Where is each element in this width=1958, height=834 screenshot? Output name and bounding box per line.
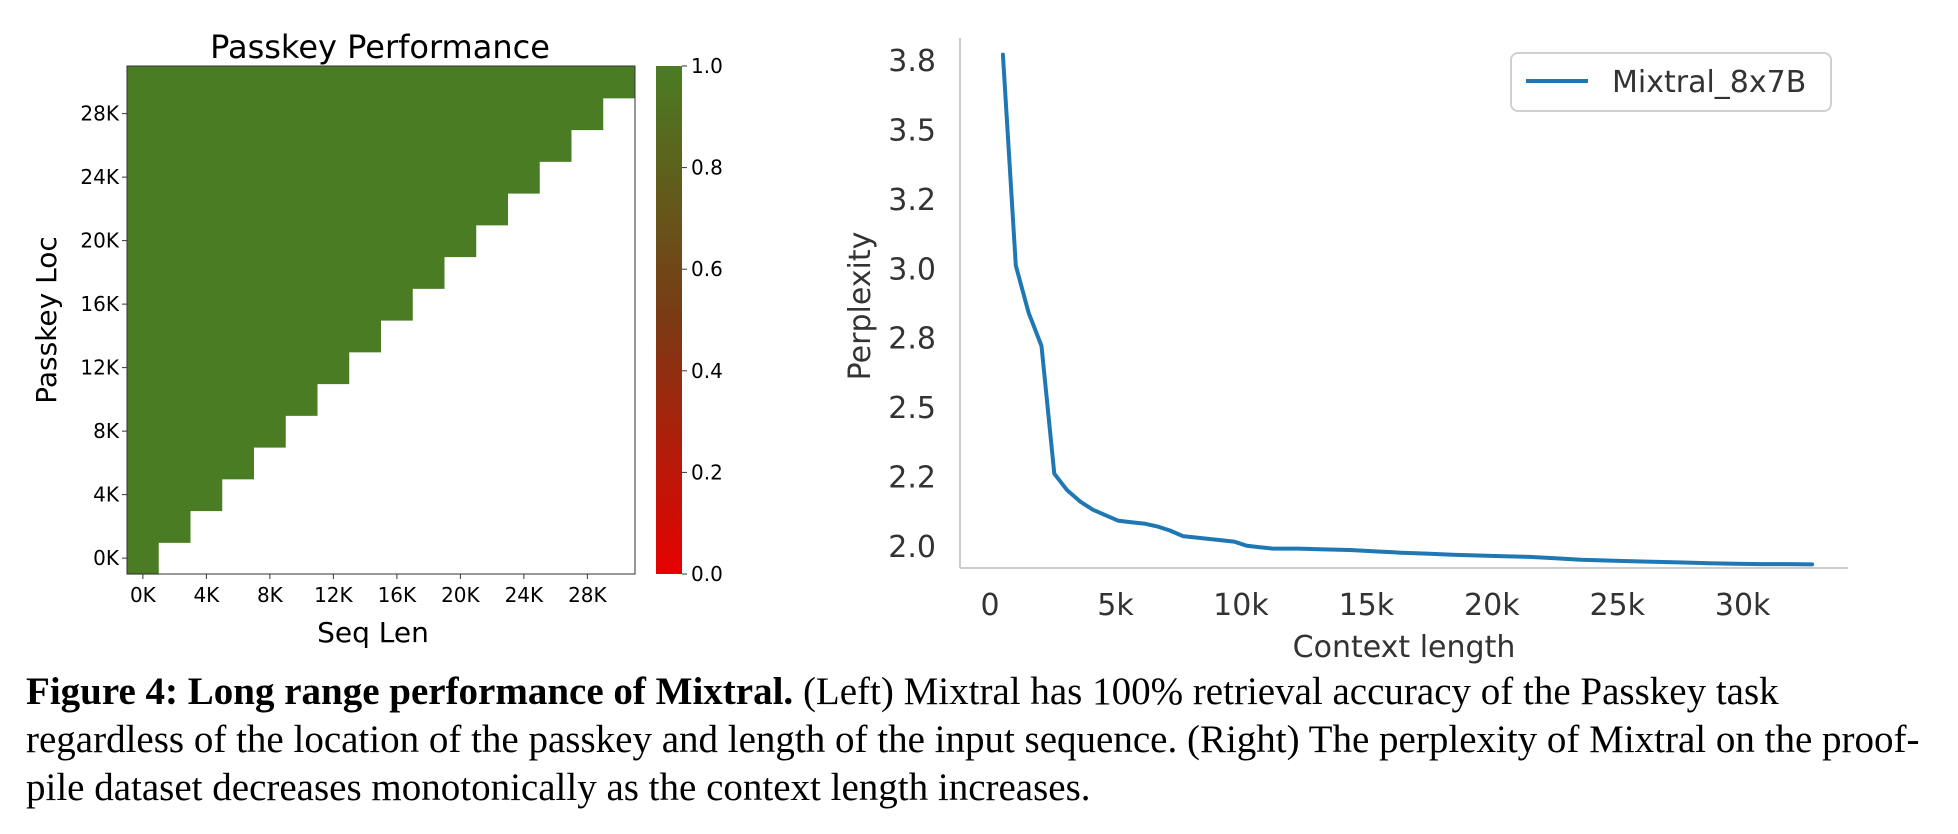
line-x-tick-label: 25k xyxy=(1589,588,1645,623)
heatmap-cell-row-4 xyxy=(127,415,286,448)
heatmap-cell-row-0 xyxy=(127,542,159,575)
legend-box xyxy=(1510,52,1832,112)
heatmap-cell-row-3 xyxy=(127,447,254,480)
heatmap-cell-row-6 xyxy=(127,351,350,385)
heatmap-y-tick-label: 24K xyxy=(80,165,119,189)
line-y-axis-label: Perplexity xyxy=(843,232,878,381)
caption-label: Figure 4: Long range performance of Mixt… xyxy=(26,670,794,713)
line-y-tick-label: 3.8 xyxy=(888,44,936,79)
heatmap-y-tick-label: 8K xyxy=(93,419,120,443)
line-y-ticks: 2.0 2.2 2.5 2.8 3.0 3.2 3.5 3.8 xyxy=(888,44,936,565)
line-y-tick-label: 3.5 xyxy=(888,114,936,149)
caption-text: (Left) Mixtral has 100% retrieval accura… xyxy=(26,670,1920,809)
heatmap-cell-row-13 xyxy=(127,129,572,162)
colorbar-tick-label: 0.4 xyxy=(691,359,723,383)
heatmap-x-tick-label: 28K xyxy=(568,583,607,607)
heatmap-cell-row-2 xyxy=(127,478,223,512)
series-line-mixtral xyxy=(1000,52,1815,567)
colorbar: 0.0 0.2 0.4 0.6 0.8 1.0 xyxy=(656,54,723,586)
heatmap-y-tick-label: 28K xyxy=(80,102,119,126)
heatmap-cell-row-9 xyxy=(127,256,445,289)
heatmap-x-tick-label: 12K xyxy=(314,583,353,607)
heatmap-x-tick-label: 16K xyxy=(378,583,417,607)
heatmap-x-tick-label: 4K xyxy=(193,583,220,607)
heatmap-x-tick-label: 0K xyxy=(130,583,157,607)
line-x-ticks: 0 5k 10k 15k 20k 25k 30k xyxy=(981,588,1771,623)
colorbar-ticks: 0.0 0.2 0.4 0.6 0.8 1.0 xyxy=(682,54,723,586)
legend-label: Mixtral_8x7B xyxy=(1612,65,1806,100)
line-y-tick-label: 2.8 xyxy=(888,322,936,357)
colorbar-tick-label: 0.8 xyxy=(691,156,723,180)
heatmap-cell-row-1 xyxy=(127,510,191,543)
colorbar-tick-label: 1.0 xyxy=(691,54,723,78)
heatmap-x-ticks: 0K 4K 8K 12K 16K 20K 24K 28K xyxy=(130,574,608,607)
colorbar-gradient xyxy=(656,66,682,574)
line-x-tick-label: 10k xyxy=(1213,588,1269,623)
heatmap-cell-row-5 xyxy=(127,383,318,416)
heatmap-y-tick-label: 4K xyxy=(93,483,120,507)
heatmap-cell-row-15 xyxy=(127,66,635,99)
line-x-tick-label: 30k xyxy=(1715,588,1771,623)
heatmap-y-tick-label: 0K xyxy=(93,546,120,570)
figure-caption: Figure 4: Long range performance of Mixt… xyxy=(26,668,1936,812)
heatmap-cell-row-12 xyxy=(127,161,540,194)
heatmap-y-tick-label: 12K xyxy=(80,356,119,380)
heatmap-frame xyxy=(126,65,636,575)
line-y-tick-label: 3.2 xyxy=(888,183,936,218)
line-y-tick-label: 2.0 xyxy=(888,530,936,565)
line-x-tick-label: 15k xyxy=(1339,588,1395,623)
colorbar-tick-label: 0.0 xyxy=(691,562,723,586)
heatmap-title: Passkey Performance xyxy=(210,28,550,66)
heatmap-cell-row-10 xyxy=(127,224,477,258)
line-y-tick-label: 2.5 xyxy=(888,391,936,426)
line-x-tick-label: 5k xyxy=(1097,588,1134,623)
heatmap-cell-row-8 xyxy=(127,288,413,321)
legend: Mixtral_8x7B xyxy=(1510,52,1832,112)
heatmap-y-tick-label: 20K xyxy=(80,229,119,253)
colorbar-tick-label: 0.2 xyxy=(691,460,723,484)
heatmap-x-tick-label: 8K xyxy=(257,583,284,607)
line-y-tick-label: 2.2 xyxy=(888,460,936,495)
line-chart: 2.0 2.2 2.5 2.8 3.0 3.2 3.5 3.8 0 5k 10k 15k 20k 25k… xyxy=(843,38,1848,665)
heatmap-x-tick-label: 20K xyxy=(441,583,480,607)
heatmap-cell-row-11 xyxy=(127,193,508,226)
heatmap-y-tick-label: 16K xyxy=(80,292,119,316)
heatmap-cell-row-14 xyxy=(127,97,604,131)
line-x-axis-label: Context length xyxy=(1293,630,1516,665)
heatmap-cells xyxy=(127,66,635,575)
heatmap-y-ticks: 0K 4K 8K 12K 16K 20K 24K 28K xyxy=(80,102,127,570)
heatmap-y-axis-label: Passkey Loc xyxy=(30,236,63,404)
line-x-tick-label: 0 xyxy=(981,588,1000,623)
heatmap-x-axis-label: Seq Len xyxy=(317,616,429,649)
line-y-tick-label: 3.0 xyxy=(888,252,936,287)
colorbar-tick-label: 0.6 xyxy=(691,257,723,281)
heatmap-cell-row-7 xyxy=(127,320,381,353)
heatmap-x-tick-label: 24K xyxy=(505,583,544,607)
heatmap-chart: Passkey Performance 0K 4K 8K 12K 16K 20K 24K 28… xyxy=(30,28,636,649)
line-x-tick-label: 20k xyxy=(1464,588,1520,623)
